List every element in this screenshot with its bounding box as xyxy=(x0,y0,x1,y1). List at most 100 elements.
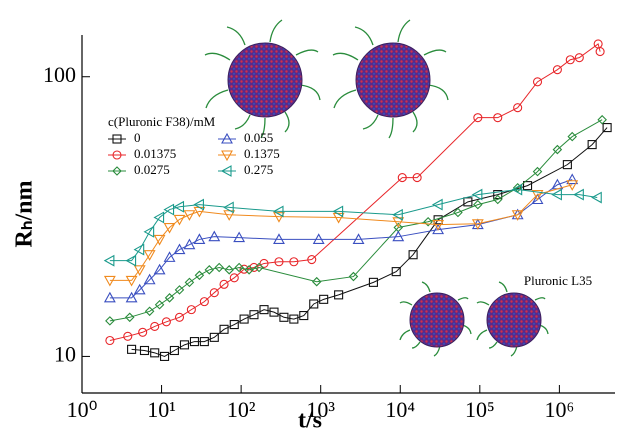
data-point xyxy=(551,188,562,201)
data-point xyxy=(143,225,155,238)
data-point xyxy=(423,216,433,227)
data-point xyxy=(493,113,503,123)
x-tick-label: 10⁶ xyxy=(545,397,575,422)
legend-marker xyxy=(221,132,233,144)
data-point xyxy=(244,265,254,275)
x-tick-label: 10³ xyxy=(306,397,335,422)
data-point xyxy=(552,65,562,75)
data-point xyxy=(392,230,405,242)
data-point xyxy=(209,288,219,298)
data-point xyxy=(208,230,221,242)
legend-title: c(Pluronic F38)/mM xyxy=(108,114,216,129)
data-point xyxy=(312,233,325,244)
legend-marker xyxy=(112,134,122,144)
data-point xyxy=(138,327,148,337)
data-point xyxy=(408,250,418,260)
data-point xyxy=(249,310,259,320)
data-point xyxy=(471,188,483,201)
data-point xyxy=(186,305,196,315)
legend-label: 0.01375 xyxy=(134,146,176,161)
data-point xyxy=(161,317,171,327)
data-point xyxy=(565,55,575,65)
y-tick-label: 10 xyxy=(54,341,76,366)
data-point xyxy=(234,262,244,273)
data-point xyxy=(492,194,503,205)
data-point xyxy=(311,276,322,287)
data-point xyxy=(523,181,533,191)
data-point xyxy=(105,335,115,346)
data-point xyxy=(562,160,572,170)
data-point xyxy=(566,173,579,185)
data-point xyxy=(124,312,135,323)
data-point xyxy=(602,123,612,133)
data-point xyxy=(193,233,206,244)
data-point xyxy=(173,243,186,255)
data-point xyxy=(591,191,602,204)
legend-label: 0.055 xyxy=(244,130,273,145)
data-point xyxy=(133,243,145,256)
series-line xyxy=(131,127,608,357)
data-point xyxy=(272,205,284,218)
data-point xyxy=(199,337,209,347)
data-point xyxy=(431,198,443,211)
data-point xyxy=(471,219,484,230)
data-point xyxy=(309,299,319,309)
data-point xyxy=(133,283,146,295)
y-axis-label: Rₕ/nm xyxy=(12,180,38,247)
data-point xyxy=(259,258,269,268)
series-line xyxy=(109,189,598,262)
data-point xyxy=(352,233,365,244)
data-point xyxy=(229,273,239,283)
series: 0.0275 xyxy=(105,114,607,326)
series-line xyxy=(109,43,601,341)
data-point xyxy=(289,314,299,324)
data-point xyxy=(163,251,176,262)
data-point xyxy=(587,140,597,150)
data-point xyxy=(233,231,246,243)
data-point xyxy=(193,198,204,211)
data-point xyxy=(103,291,116,303)
data-point xyxy=(273,233,285,244)
data-point xyxy=(412,173,422,183)
data-point xyxy=(511,183,523,196)
data-point xyxy=(189,337,199,347)
x-tick-label: 10⁰ xyxy=(67,397,98,422)
data-point xyxy=(133,265,146,276)
data-point xyxy=(332,205,344,218)
data-point xyxy=(143,250,156,261)
x-tick-label: 10² xyxy=(227,397,256,422)
data-point xyxy=(473,199,483,210)
x-tick-label: 10⁴ xyxy=(385,397,415,422)
data-point xyxy=(144,306,155,317)
data-point xyxy=(513,103,523,113)
data-point xyxy=(532,166,543,177)
micelle-cores xyxy=(227,42,542,348)
series: 0.1375 xyxy=(103,146,579,287)
legend-label: 0 xyxy=(134,130,141,145)
data-point xyxy=(307,255,317,265)
data-point xyxy=(552,144,563,155)
data-point xyxy=(219,279,229,289)
data-point xyxy=(127,344,137,354)
data-point xyxy=(224,265,234,275)
data-point xyxy=(574,53,584,63)
data-point xyxy=(597,114,607,125)
data-point xyxy=(125,275,138,287)
series: 0 xyxy=(108,123,612,361)
series-line xyxy=(109,119,603,322)
data-point xyxy=(219,324,229,334)
data-point xyxy=(573,188,584,201)
data-point xyxy=(299,311,309,321)
data-point xyxy=(273,212,285,223)
data-point xyxy=(184,277,195,288)
series: 0.01375 xyxy=(105,39,605,346)
data-point xyxy=(164,293,175,303)
data-point xyxy=(214,262,224,273)
data-point xyxy=(566,180,579,191)
legend-marker xyxy=(112,150,122,160)
data-point xyxy=(125,254,137,267)
data-point xyxy=(150,321,160,331)
data-point xyxy=(150,348,160,358)
data-point xyxy=(204,265,215,275)
data-point xyxy=(103,254,115,267)
